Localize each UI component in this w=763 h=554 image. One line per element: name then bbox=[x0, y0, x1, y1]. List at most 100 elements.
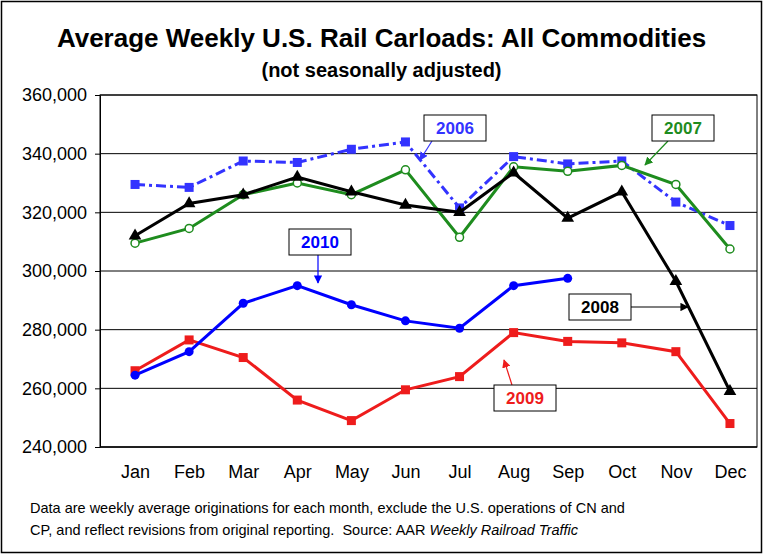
x-tick-label: Apr bbox=[284, 462, 312, 482]
marker bbox=[185, 347, 194, 356]
marker bbox=[347, 145, 356, 154]
series-label: 2006 bbox=[436, 119, 474, 138]
y-tick: 280,000 bbox=[22, 320, 100, 340]
y-tick-label: 320,000 bbox=[22, 203, 87, 223]
marker bbox=[670, 274, 683, 285]
title: Average Weekly U.S. Rail Carloads: All C… bbox=[57, 23, 706, 53]
y-tick-mark bbox=[95, 447, 100, 448]
marker bbox=[617, 338, 626, 347]
callout-box bbox=[494, 385, 556, 411]
x-tick-label: Mar bbox=[228, 462, 259, 482]
series-line bbox=[135, 142, 730, 226]
marker bbox=[239, 157, 248, 166]
callouts: 20062007200820092010 bbox=[289, 115, 714, 411]
marker bbox=[293, 158, 302, 167]
y-tick-mark bbox=[95, 212, 100, 213]
marker bbox=[455, 372, 464, 381]
x-tick-label: Jun bbox=[391, 462, 420, 482]
marker bbox=[347, 416, 356, 425]
note-line: CP, and reflect revisions from original … bbox=[30, 522, 579, 538]
marker bbox=[185, 183, 194, 192]
x-tick-label: Nov bbox=[660, 462, 692, 482]
marker bbox=[399, 198, 412, 209]
callout-box bbox=[289, 229, 351, 255]
marker bbox=[183, 196, 196, 207]
marker bbox=[507, 165, 520, 176]
x-tick: Nov bbox=[660, 462, 692, 482]
series-markers bbox=[129, 165, 737, 395]
x-tick: Sep bbox=[552, 462, 584, 482]
marker bbox=[724, 384, 737, 395]
x-tick: Oct bbox=[608, 462, 636, 482]
marker bbox=[725, 221, 734, 230]
series-markers bbox=[131, 137, 735, 230]
note-text: CP, and reflect revisions from original … bbox=[30, 522, 429, 538]
marker bbox=[455, 324, 464, 333]
marker bbox=[672, 180, 680, 188]
grid-line bbox=[100, 153, 757, 154]
x-tick-label: Feb bbox=[174, 462, 205, 482]
x-tick-label: Aug bbox=[498, 462, 530, 482]
subtitle: (not seasonally adjusted) bbox=[261, 59, 501, 81]
x-tick-label: Oct bbox=[608, 462, 636, 482]
grid-line bbox=[100, 388, 757, 389]
y-axis: 240,000 260,000 280,000 300,000 320,000 340,0… bbox=[22, 85, 101, 457]
marker bbox=[131, 239, 139, 247]
marker bbox=[401, 166, 409, 174]
y-tick-label: 340,000 bbox=[22, 144, 87, 164]
marker bbox=[561, 211, 574, 222]
plot-area bbox=[100, 95, 757, 447]
x-tick: Jan bbox=[121, 462, 150, 482]
grid bbox=[100, 95, 757, 447]
y-tick: 360,000 bbox=[22, 85, 100, 105]
series-label: 2007 bbox=[664, 119, 702, 138]
y-tick: 300,000 bbox=[22, 261, 100, 281]
marker bbox=[453, 205, 466, 216]
series-line bbox=[135, 333, 730, 424]
x-tick-label: Sep bbox=[552, 462, 584, 482]
callout-box bbox=[569, 294, 631, 320]
marker bbox=[509, 281, 518, 290]
chart-border bbox=[2, 2, 762, 553]
y-tick-mark bbox=[95, 388, 100, 389]
footnote: Data are weekly average originations for… bbox=[30, 500, 625, 538]
marker bbox=[563, 274, 572, 283]
callout-box bbox=[424, 115, 486, 141]
grid-line bbox=[100, 212, 757, 213]
callout-arrow bbox=[631, 306, 688, 307]
y-tick-label: 360,000 bbox=[22, 85, 87, 105]
series-label: 2010 bbox=[301, 233, 339, 252]
marker bbox=[401, 316, 410, 325]
y-tick: 240,000 bbox=[22, 437, 100, 457]
marker bbox=[671, 347, 680, 356]
marker bbox=[293, 396, 302, 405]
y-tick-label: 300,000 bbox=[22, 261, 87, 281]
marker bbox=[291, 170, 304, 181]
marker bbox=[185, 224, 193, 232]
x-tick-label: Jul bbox=[449, 462, 472, 482]
marker bbox=[509, 152, 518, 161]
y-tick-mark bbox=[95, 330, 100, 331]
marker bbox=[726, 245, 734, 253]
y-axis-line bbox=[100, 96, 101, 448]
series-line bbox=[135, 173, 730, 392]
marker bbox=[347, 300, 356, 309]
series-line bbox=[135, 278, 568, 375]
series-label: 2008 bbox=[581, 298, 619, 317]
marker bbox=[129, 228, 142, 239]
x-tick-label: May bbox=[335, 462, 369, 482]
x-tick: Jun bbox=[391, 462, 420, 482]
marker bbox=[401, 385, 410, 394]
marker bbox=[345, 184, 358, 195]
x-axis-line bbox=[100, 447, 757, 448]
marker bbox=[239, 353, 248, 362]
marker bbox=[131, 180, 140, 189]
y-tick-mark bbox=[95, 271, 100, 272]
x-axis: JanFebMarAprMayJunJulAugSepOctNovDec bbox=[100, 447, 757, 482]
y-tick-mark bbox=[95, 95, 100, 96]
y-tick: 260,000 bbox=[22, 379, 100, 399]
y-tick: 320,000 bbox=[22, 203, 100, 223]
y-tick: 340,000 bbox=[22, 144, 100, 164]
marker bbox=[237, 187, 250, 198]
x-tick-label: Jan bbox=[121, 462, 150, 482]
